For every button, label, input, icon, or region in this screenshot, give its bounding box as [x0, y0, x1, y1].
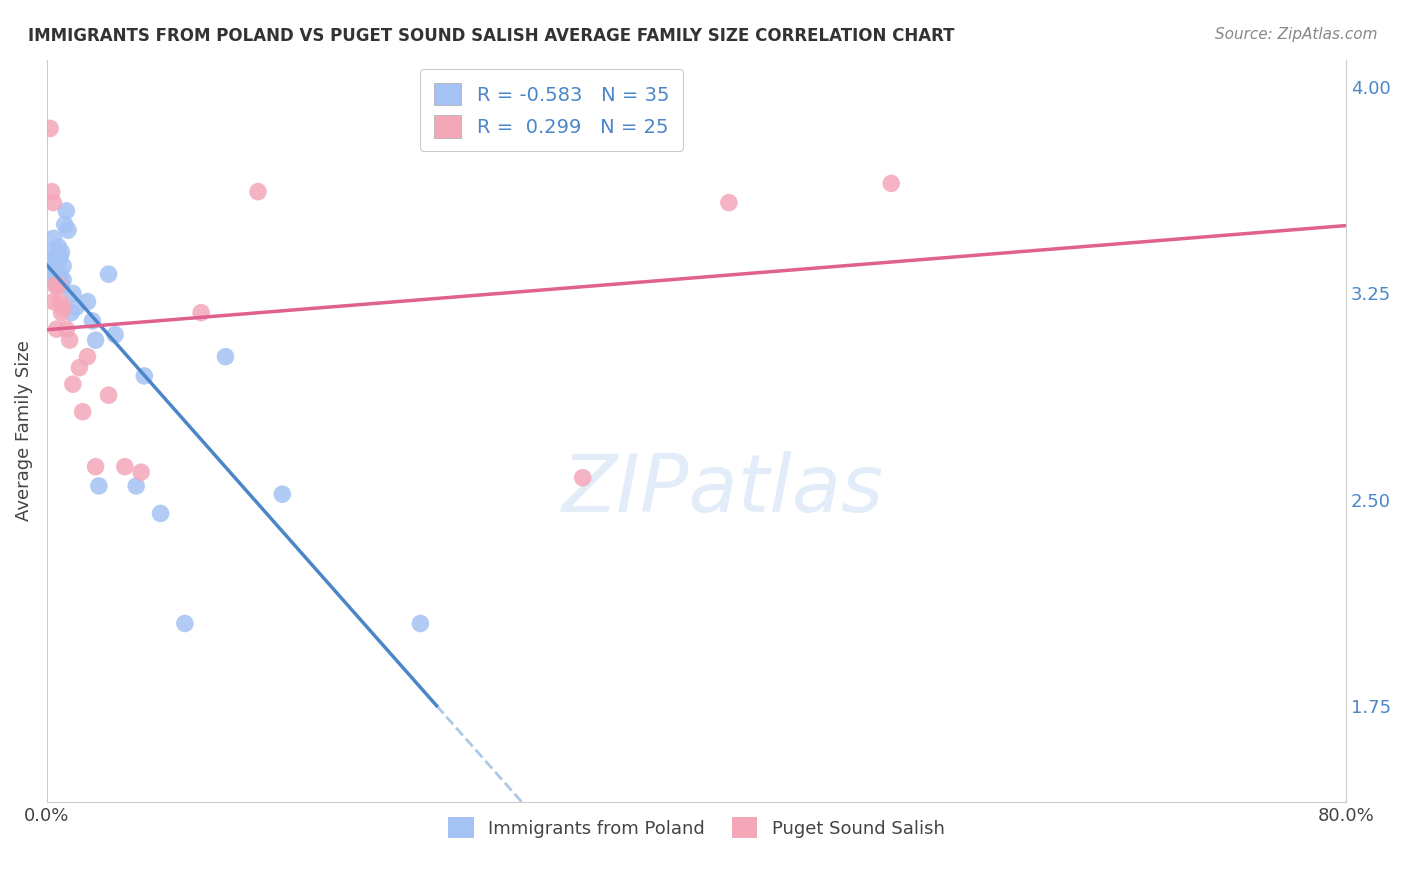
Point: [44, 278, 66, 293]
Point: [45, 322, 67, 336]
Point: [114, 459, 136, 474]
Point: [49, 294, 72, 309]
Point: [45, 278, 67, 293]
Point: [84, 459, 107, 474]
Point: [51, 278, 73, 293]
Point: [53, 218, 76, 232]
Point: [39, 121, 62, 136]
Point: [45, 259, 67, 273]
Point: [571, 471, 593, 485]
Point: [59, 333, 82, 347]
Point: [104, 327, 127, 342]
Point: [42, 294, 65, 309]
Point: [97, 388, 120, 402]
Point: [42, 267, 65, 281]
Point: [97, 267, 120, 281]
Point: [72, 405, 94, 419]
Text: ZIPatlas: ZIPatlas: [561, 451, 883, 529]
Point: [44, 251, 66, 265]
Point: [717, 195, 740, 210]
Point: [41, 185, 63, 199]
Point: [65, 300, 87, 314]
Point: [409, 616, 432, 631]
Point: [87, 479, 110, 493]
Point: [62, 377, 84, 392]
Point: [55, 203, 77, 218]
Point: [42, 231, 65, 245]
Text: Source: ZipAtlas.com: Source: ZipAtlas.com: [1215, 27, 1378, 42]
Point: [51, 306, 73, 320]
Point: [52, 300, 75, 314]
Text: IMMIGRANTS FROM POLAND VS PUGET SOUND SALISH AVERAGE FAMILY SIZE CORRELATION CHA: IMMIGRANTS FROM POLAND VS PUGET SOUND SA…: [28, 27, 955, 45]
Point: [52, 273, 75, 287]
Point: [134, 368, 156, 383]
Point: [46, 240, 69, 254]
Point: [82, 314, 104, 328]
Point: [46, 278, 69, 293]
Point: [46, 273, 69, 287]
Point: [76, 350, 98, 364]
Point: [880, 177, 903, 191]
Point: [174, 616, 197, 631]
Point: [41, 245, 63, 260]
Point: [62, 286, 84, 301]
Point: [44, 273, 66, 287]
Point: [56, 223, 79, 237]
Point: [190, 306, 212, 320]
Point: [271, 487, 294, 501]
Point: [51, 245, 73, 260]
Point: [55, 322, 77, 336]
Y-axis label: Average Family Size: Average Family Size: [15, 341, 32, 521]
Point: [67, 360, 90, 375]
Point: [149, 507, 172, 521]
Point: [49, 267, 72, 281]
Point: [214, 350, 236, 364]
Point: [84, 333, 107, 347]
Point: [129, 465, 152, 479]
Point: [39, 259, 62, 273]
Point: [52, 259, 75, 273]
Point: [76, 294, 98, 309]
Point: [60, 306, 83, 320]
Point: [246, 185, 269, 199]
Point: [49, 251, 72, 265]
Point: [125, 479, 148, 493]
Legend: Immigrants from Poland, Puget Sound Salish: Immigrants from Poland, Puget Sound Sali…: [441, 810, 952, 846]
Point: [42, 195, 65, 210]
